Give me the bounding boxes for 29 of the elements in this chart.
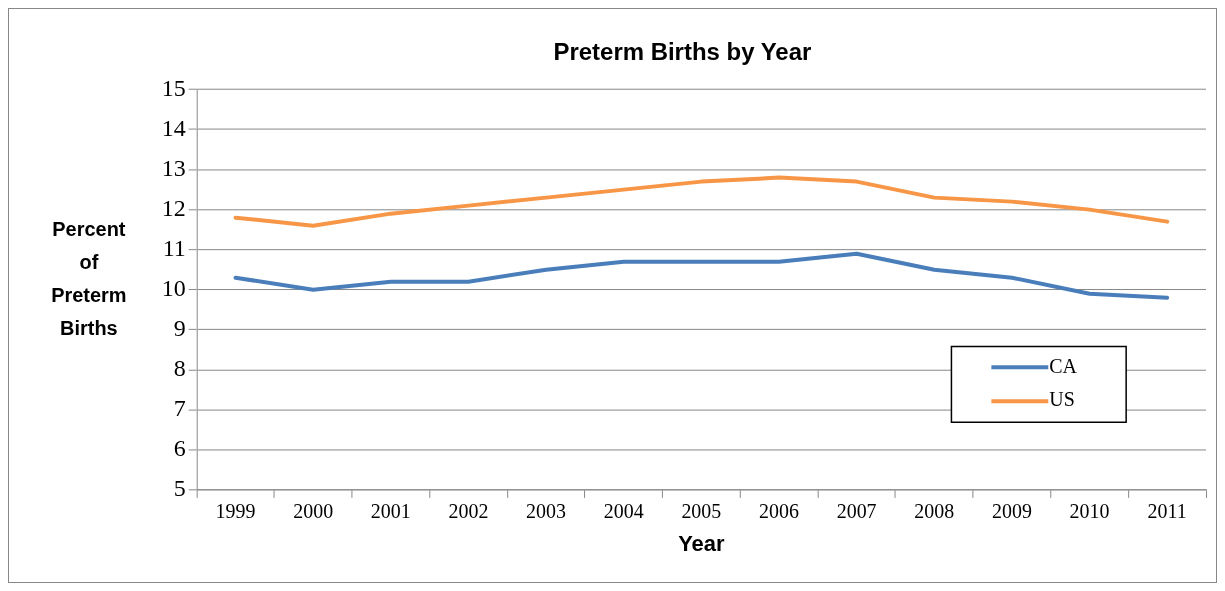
y-tick-label: 14 — [161, 114, 186, 141]
y-tick-label: 13 — [161, 154, 186, 181]
x-tick-label: 2000 — [293, 500, 334, 523]
y-tick-label: 9 — [173, 315, 186, 342]
x-tick-label: 2004 — [603, 500, 644, 523]
x-tick-label: 1999 — [215, 500, 256, 523]
x-tick-label: 2010 — [1069, 500, 1110, 523]
legend-label: CA — [1049, 354, 1078, 377]
x-tick-label: 2003 — [526, 500, 567, 523]
x-tick-label: 2008 — [914, 500, 955, 523]
y-tick-label: 7 — [173, 395, 186, 422]
x-tick-label: 2001 — [370, 500, 411, 523]
legend-label: US — [1049, 388, 1075, 411]
y-tick-label: 15 — [161, 74, 186, 101]
y-tick-label: 10 — [161, 275, 186, 301]
x-tick-label: 2006 — [759, 500, 799, 523]
x-tick-label: 2005 — [681, 500, 722, 523]
y-tick-label: 12 — [161, 194, 186, 221]
x-tick-label: 2009 — [991, 500, 1032, 523]
chart-title: Preterm Births by Year — [553, 37, 812, 65]
x-tick-label: 2002 — [448, 500, 489, 523]
x-axis-title: Year — [678, 530, 726, 556]
y-tick-label: 5 — [173, 475, 186, 502]
y-tick-label: 11 — [162, 234, 186, 261]
y-tick-label: 8 — [173, 355, 186, 382]
x-tick-label: 2007 — [836, 500, 877, 523]
y-axis-title: Percent of Preterm Births — [51, 217, 127, 339]
x-tick-label: 2011 — [1147, 500, 1187, 523]
y-tick-label: 6 — [173, 435, 186, 462]
